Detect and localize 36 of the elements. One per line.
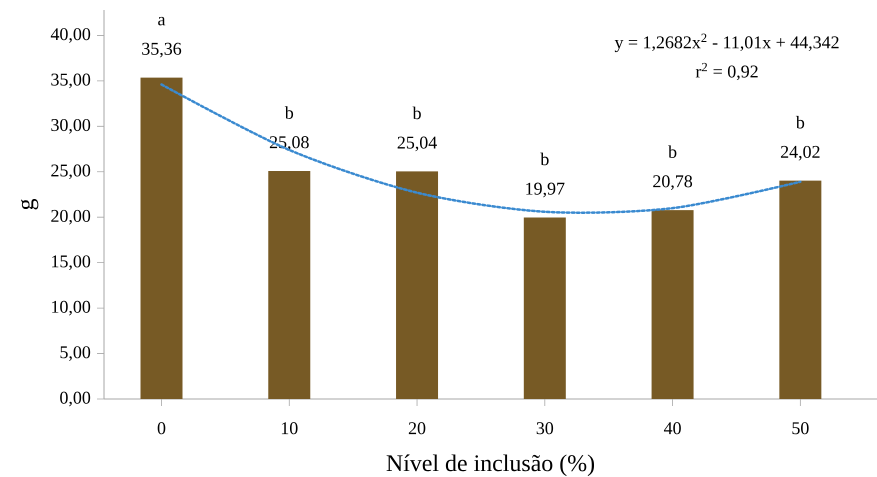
data-label: 35,36 (142, 42, 182, 58)
bar (140, 78, 183, 399)
y-axis-title: g (20, 198, 38, 210)
annotation: b (668, 145, 676, 158)
bar (524, 217, 566, 399)
y-tick-label: 0,00 (60, 392, 90, 406)
x-tick-label: 0 (158, 422, 166, 434)
annotation: b (284, 106, 294, 119)
annotation: y = 1,2682x$^{2}$ - 11,01x + 44,342 (614, 34, 839, 52)
y-tick-label: 40,00 (50, 28, 90, 43)
x-tick-label: 40 (664, 422, 681, 434)
bar (652, 210, 694, 399)
y-tick-label: 25,00 (51, 164, 90, 180)
annotation: b (796, 116, 804, 128)
bar (396, 171, 438, 399)
y-tick-label: 10,00 (52, 300, 90, 316)
data-label: 25,04 (398, 136, 437, 152)
annotation: b (540, 152, 549, 166)
y-tick-label: 20,00 (51, 210, 90, 225)
x-tick-label: 30 (536, 422, 554, 434)
annotation: r$^{2}$ = 0,92 (696, 62, 758, 80)
y-tick-label: 15,00 (52, 255, 90, 270)
data-label: 20,78 (653, 175, 692, 190)
x-tick-label: 50 (792, 422, 809, 434)
bar (268, 171, 310, 399)
data-label: 19,97 (526, 182, 564, 198)
data-label: 24,02 (780, 146, 820, 161)
x-tick-label: 20 (408, 422, 426, 434)
y-tick-label: 35,00 (51, 74, 90, 88)
x-axis-title: Nível de inclusão (%) (386, 454, 594, 476)
annotation: a (158, 16, 166, 26)
x-tick-label: 10 (282, 422, 298, 434)
y-tick-label: 5,00 (60, 346, 90, 361)
bar (779, 180, 822, 399)
y-tick-label: 30,00 (51, 118, 90, 134)
annotation: b (412, 106, 421, 120)
